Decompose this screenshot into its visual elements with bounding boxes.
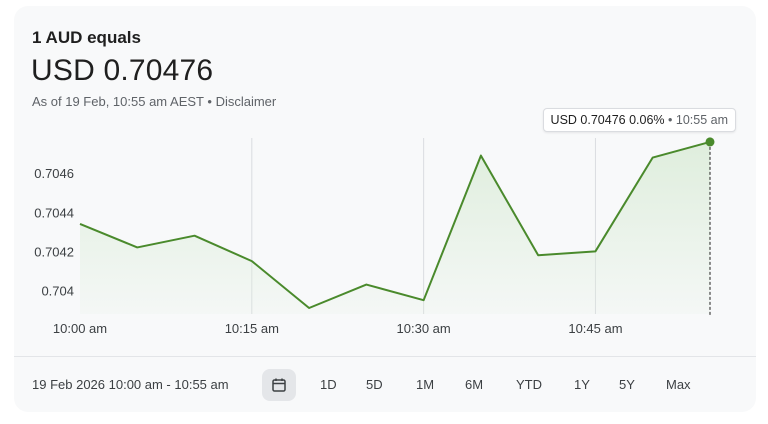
date-range-label: 19 Feb 2026 10:00 am - 10:55 am	[32, 377, 229, 392]
chart-footer: 19 Feb 2026 10:00 am - 10:55 am 1D 5D 1M…	[14, 357, 756, 412]
x-tick-label: 10:45 am	[568, 321, 622, 336]
x-tick-label: 10:00 am	[53, 321, 107, 336]
period-6m[interactable]: 6M	[465, 377, 484, 392]
tooltip-time: 10:55 am	[675, 113, 728, 127]
y-tick-label: 0.7042	[34, 244, 74, 259]
period-1m[interactable]: 1M	[416, 377, 435, 392]
period-1d[interactable]: 1D	[320, 377, 337, 392]
tooltip-separator: •	[668, 113, 673, 127]
series-line	[79, 140, 711, 309]
period-5y[interactable]: 5Y	[619, 377, 635, 392]
calendar-icon	[272, 378, 286, 392]
calendar-button[interactable]	[262, 369, 296, 401]
area-fill	[80, 141, 710, 314]
y-tick-label: 0.704	[41, 283, 74, 298]
footer-divider	[14, 356, 756, 357]
as-of-text: As of 19 Feb, 10:55 am AEST	[32, 94, 204, 109]
x-tick-label: 10:15 am	[225, 321, 279, 336]
as-of-line: As of 19 Feb, 10:55 am AEST • Disclaimer	[32, 94, 276, 109]
disclaimer-link[interactable]: Disclaimer	[215, 94, 277, 109]
currency-card: 1 AUD equals USD 0.70476 As of 19 Feb, 1…	[14, 6, 756, 412]
tooltip-value: USD 0.70476 0.06%	[550, 113, 665, 127]
x-tick-label: 10:30 am	[397, 321, 451, 336]
period-5d[interactable]: 5D	[366, 377, 383, 392]
exchange-rate-chart[interactable]: 0.704 0.7042 0.7044 0.7046 10:00 am 10:15 am 1…	[14, 6, 756, 356]
period-ytd[interactable]: YTD	[516, 377, 542, 392]
chart-tooltip: USD 0.70476 0.06% • 10:55 am	[542, 108, 736, 132]
highlight-point	[705, 137, 715, 147]
as-of-separator: •	[207, 94, 212, 109]
period-max[interactable]: Max	[666, 377, 691, 392]
y-tick-label: 0.7044	[34, 205, 74, 220]
y-tick-label: 0.7046	[34, 166, 74, 181]
exchange-rate-value: USD 0.70476	[31, 54, 214, 87]
base-currency-label: 1 AUD equals	[32, 28, 141, 47]
period-1y[interactable]: 1Y	[574, 377, 590, 392]
